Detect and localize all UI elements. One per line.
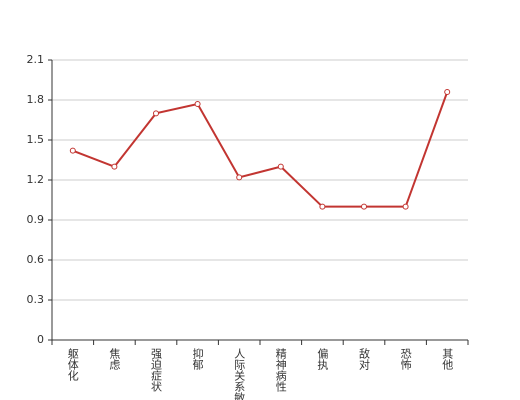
line	[72, 91, 449, 208]
x-tick-label: 焦虑	[108, 348, 121, 370]
point	[194, 101, 201, 107]
y-tick-label: 0.6	[27, 253, 45, 266]
point	[236, 174, 243, 181]
x-tick-label: 其他	[441, 348, 454, 370]
point	[111, 163, 118, 170]
point	[277, 163, 284, 170]
point	[444, 89, 451, 95]
y-tick-label: 2.1	[27, 53, 45, 66]
x-tick-label: 躯体化	[66, 348, 79, 382]
x-tick-label: 强迫症状	[150, 348, 163, 392]
y-tick-label: 0.9	[27, 213, 45, 226]
x-tick-label: 精神病性	[274, 348, 287, 393]
x-tick-label: 偏执	[316, 347, 329, 371]
x-tick-label: 敌对	[358, 347, 371, 370]
x-tick-label: 人际关系敏感	[233, 348, 246, 400]
y-tick-label: 1.2	[27, 173, 45, 186]
y-tick-label: 1.8	[27, 93, 45, 106]
y-tick-label: 1.5	[27, 133, 45, 146]
x-tick-label: 恐怖	[399, 348, 412, 370]
y-tick-label: 0.3	[27, 293, 45, 306]
point	[69, 147, 76, 154]
point	[361, 203, 367, 210]
x-tick-label: 抑郁	[191, 347, 204, 370]
point	[402, 203, 409, 210]
point	[153, 110, 159, 117]
point	[319, 203, 326, 210]
y-tick-label: 0	[37, 333, 44, 346]
